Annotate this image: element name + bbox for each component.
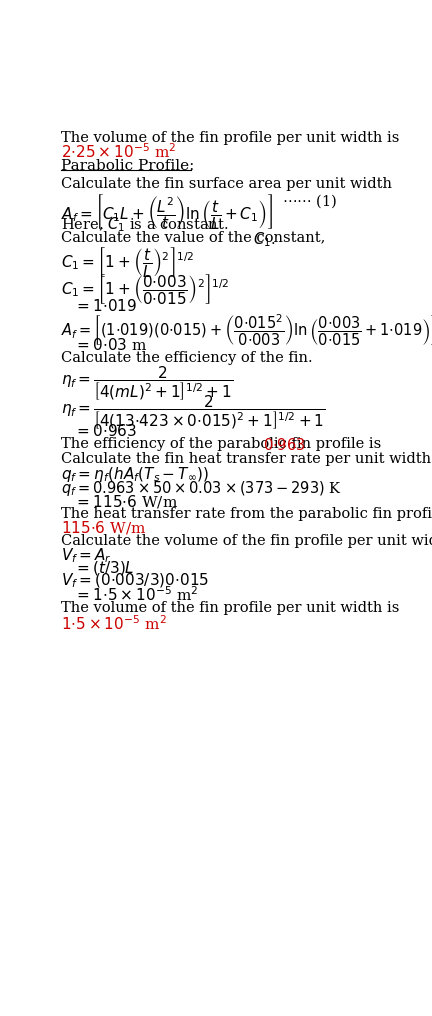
- Text: $A_f = \left[C_1 L + \left(\dfrac{L^2}{t}\right)\ln\left(\dfrac{t}{L}+C_1\right): $A_f = \left[C_1 L + \left(\dfrac{L^2}{t…: [60, 192, 273, 232]
- Text: Calculate the value of the constant,: Calculate the value of the constant,: [60, 230, 334, 244]
- Text: $= 0{\cdot}03$ m: $= 0{\cdot}03$ m: [74, 337, 148, 353]
- Text: The efficiency of the parabolic fin profile is: The efficiency of the parabolic fin prof…: [60, 437, 386, 451]
- Text: Calculate the fin surface area per unit width: Calculate the fin surface area per unit …: [60, 177, 392, 191]
- Text: $A_f = \left[(1{\cdot}019)(0{\cdot}015)+\left(\dfrac{0{\cdot}015^2}{0{\cdot}003}: $A_f = \left[(1{\cdot}019)(0{\cdot}015)+…: [60, 313, 432, 348]
- Text: $V_f = A_r$: $V_f = A_r$: [60, 547, 111, 566]
- Text: $C_1 = \left[1+\left(\dfrac{t}{L}\right)^2\right]^{1/2}$: $C_1 = \left[1+\left(\dfrac{t}{L}\right)…: [60, 245, 194, 278]
- Text: $=115{\cdot}6$ W/m: $=115{\cdot}6$ W/m: [74, 493, 178, 510]
- Text: Here, $C_1$ is a constant.: Here, $C_1$ is a constant.: [60, 215, 228, 235]
- Text: The volume of the fin profile per unit width is: The volume of the fin profile per unit w…: [60, 131, 399, 145]
- Text: $\eta_f = \dfrac{2}{\left[4(mL)^2+1\right]^{1/2}+1}$: $\eta_f = \dfrac{2}{\left[4(mL)^2+1\righ…: [60, 365, 233, 402]
- Text: The heat transfer rate from the parabolic fin profile is: The heat transfer rate from the paraboli…: [60, 507, 432, 521]
- Text: $115{\cdot}6$ W/m: $115{\cdot}6$ W/m: [60, 519, 146, 536]
- Text: Parabolic Profile:: Parabolic Profile:: [60, 160, 194, 174]
- Text: Calculate the volume of the fin profile per unit width.: Calculate the volume of the fin profile …: [60, 534, 432, 549]
- Text: The volume of the fin profile per unit width is: The volume of the fin profile per unit w…: [60, 600, 403, 615]
- Text: Calculate the fin heat transfer rate per unit width.: Calculate the fin heat transfer rate per…: [60, 452, 432, 466]
- Text: $2{\cdot}25\times10^{-5}$ m$^2$: $2{\cdot}25\times10^{-5}$ m$^2$: [60, 142, 176, 161]
- Text: Calculate the efficiency of the fin.: Calculate the efficiency of the fin.: [60, 352, 312, 365]
- Text: $= (t/3)L$: $= (t/3)L$: [74, 559, 134, 577]
- Text: $V_f = (0{\cdot}003/3)0{\cdot}015$: $V_f = (0{\cdot}003/3)0{\cdot}015$: [60, 572, 209, 590]
- Text: $\eta_f = \dfrac{2}{\left[4(13{\cdot}423\times 0{\cdot}015)^2+1\right]^{1/2}+1}$: $\eta_f = \dfrac{2}{\left[4(13{\cdot}423…: [60, 394, 325, 433]
- Text: $C_1 = \left[1+\left(\dfrac{0{\cdot}003}{0{\cdot}015}\right)^2\right]^{1/2}$: $C_1 = \left[1+\left(\dfrac{0{\cdot}003}…: [60, 272, 229, 306]
- Text: $= 1{\cdot}019$: $= 1{\cdot}019$: [74, 298, 137, 314]
- Text: $C_1$.: $C_1$.: [253, 230, 276, 249]
- Text: $0{\cdot}963$: $0{\cdot}963$: [263, 437, 306, 453]
- Text: $q_f = 0.963\times 50\times 0.03\times(373-293)$ K: $q_f = 0.963\times 50\times 0.03\times(3…: [60, 480, 342, 499]
- Text: $\cdots\cdots$ (1): $\cdots\cdots$ (1): [282, 192, 337, 210]
- Text: $= 0{\cdot}963$: $= 0{\cdot}963$: [74, 423, 137, 439]
- Text: $= 1{\cdot}5\times10^{-5}$ m$^2$: $= 1{\cdot}5\times10^{-5}$ m$^2$: [74, 585, 199, 604]
- Text: $1{\cdot}5\times10^{-5}$ m$^2$: $1{\cdot}5\times10^{-5}$ m$^2$: [60, 614, 167, 633]
- Text: $q_f = \eta_f\left(hA_f(T_s - T_\infty)\right)$: $q_f = \eta_f\left(hA_f(T_s - T_\infty)\…: [60, 464, 209, 484]
